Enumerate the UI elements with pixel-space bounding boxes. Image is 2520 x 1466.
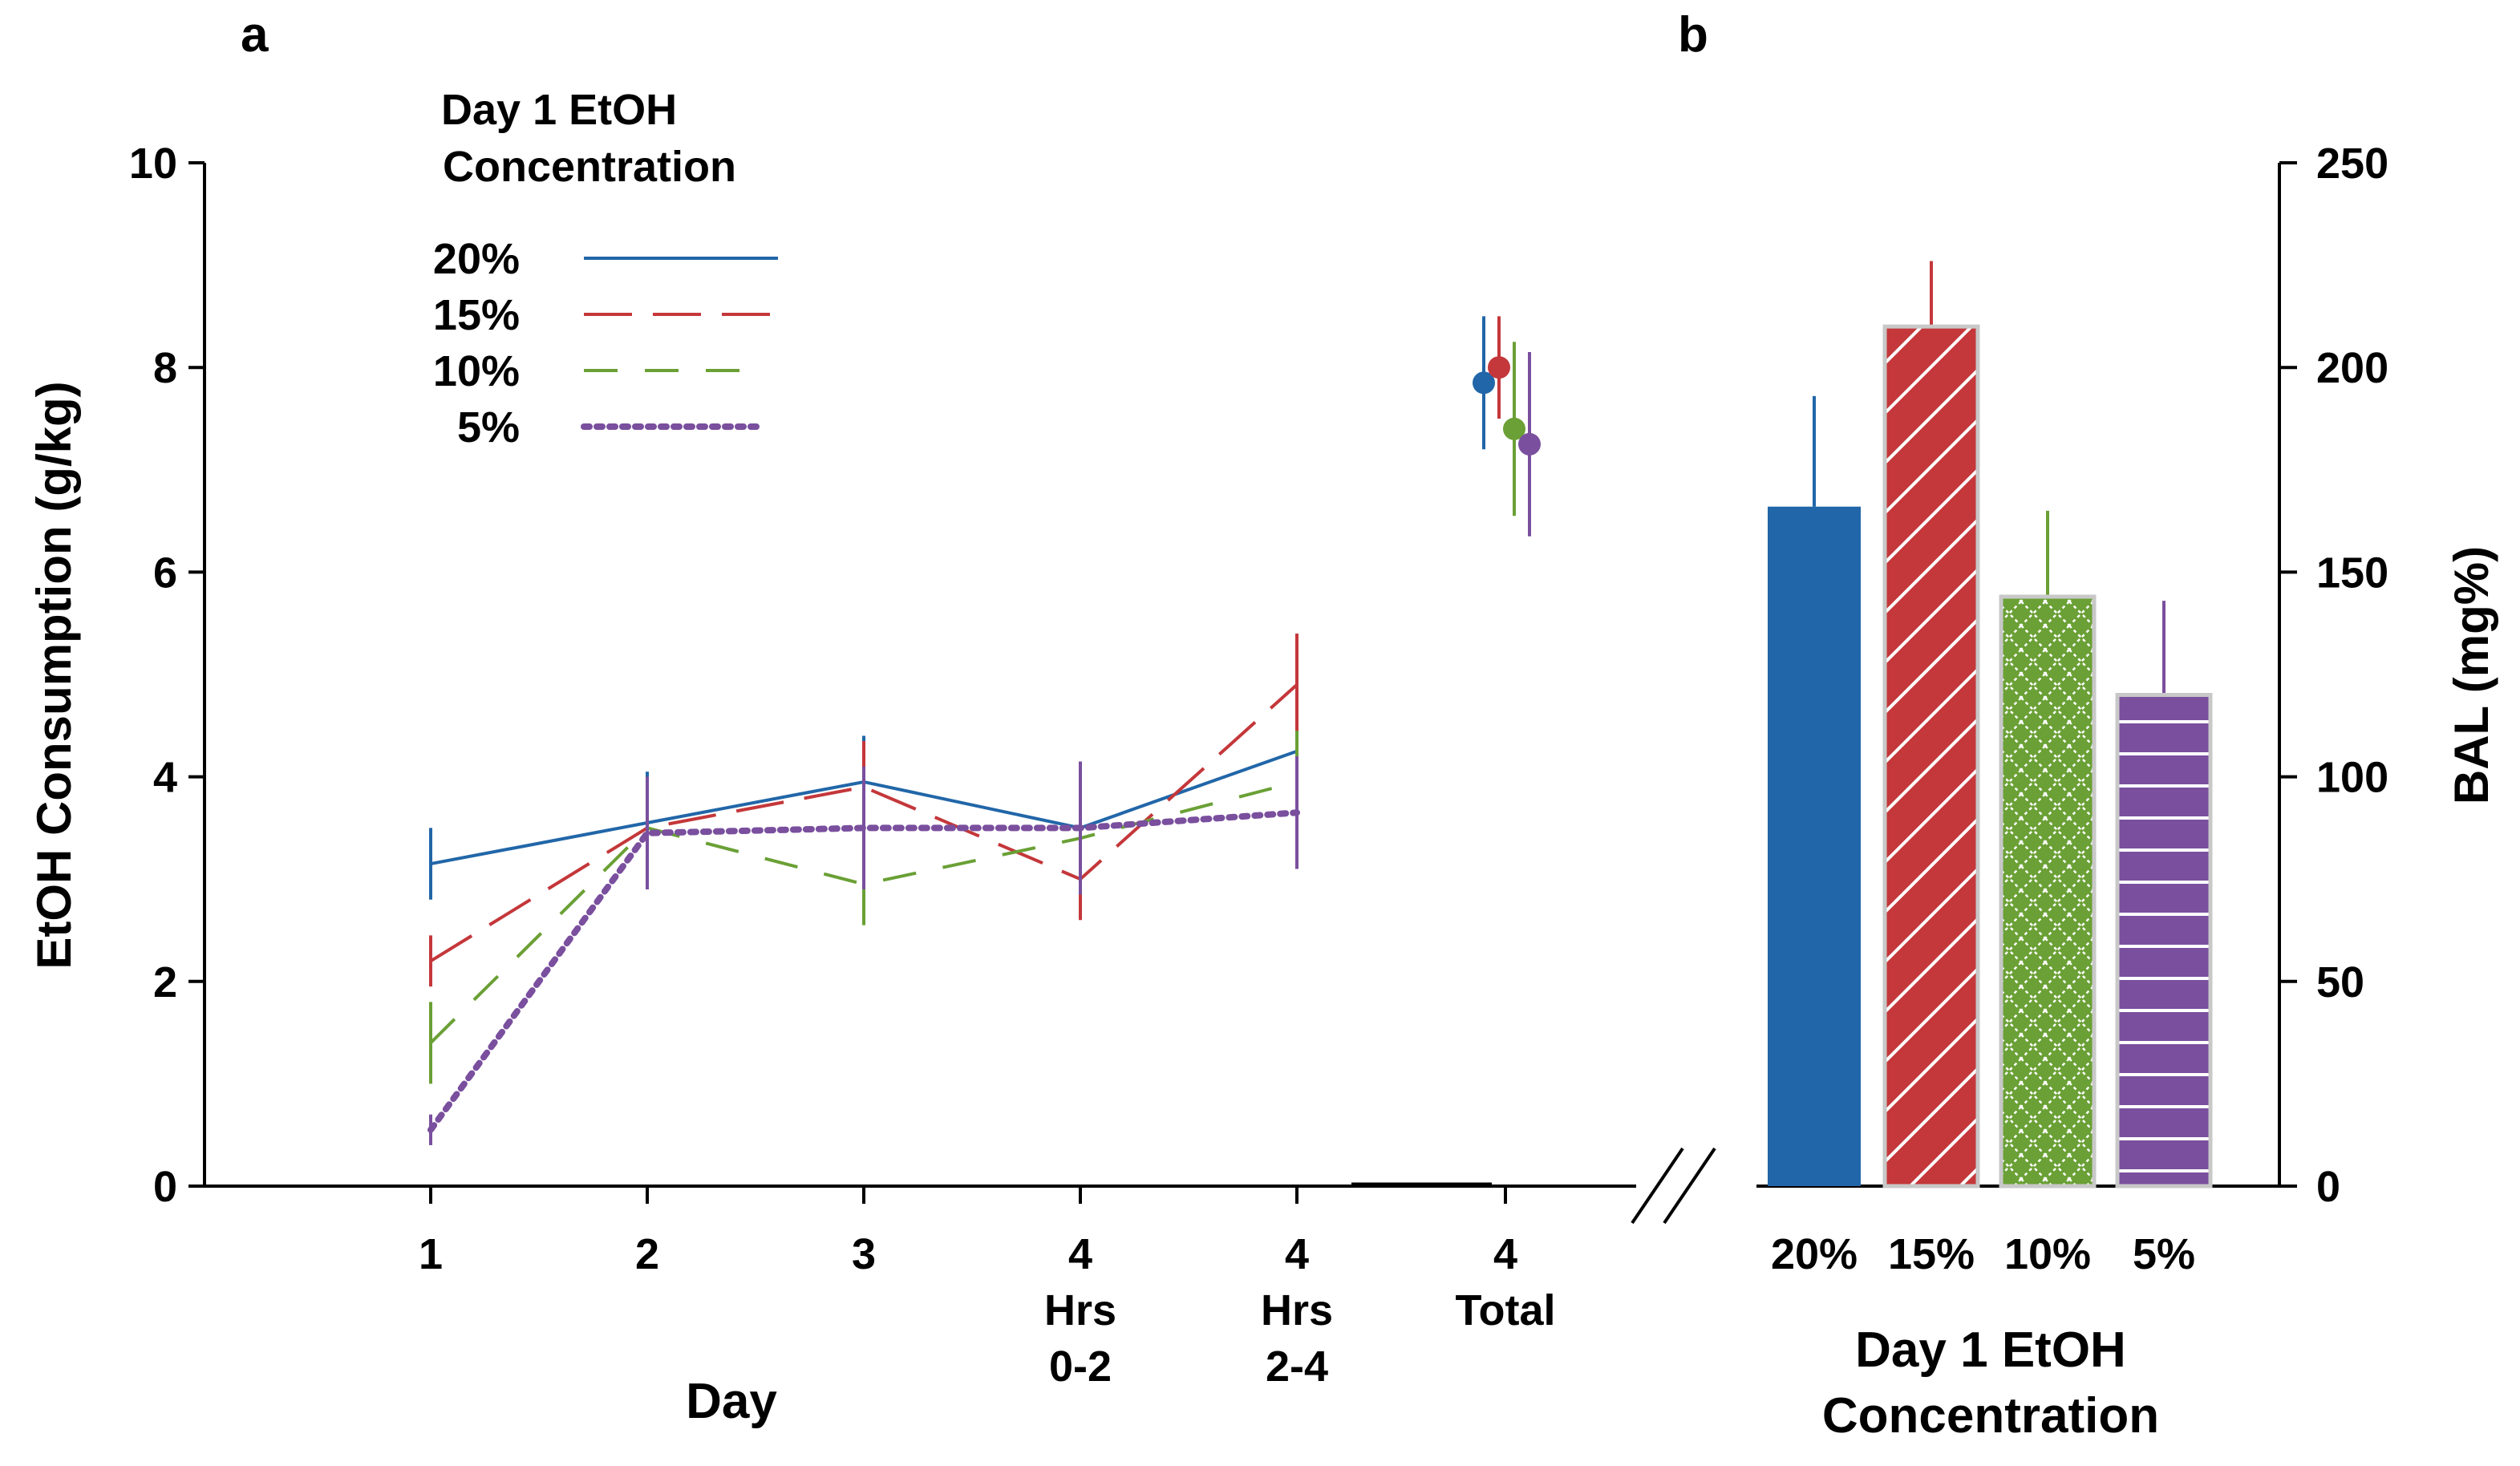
bar-15% <box>1882 324 1980 1189</box>
bar-20% <box>1768 506 1861 1186</box>
x-tick-label: 0-2 <box>1049 1342 1112 1391</box>
y-tick-label: 8 <box>153 344 177 392</box>
x-tick-label: Hrs <box>1044 1286 1116 1334</box>
panel-a-label: a <box>241 7 269 63</box>
legend-label: 20% <box>433 235 520 283</box>
series-line-15% <box>429 683 1298 962</box>
y-axis-title: EtOH Consumption (g/kg) <box>27 381 81 969</box>
legend-label: 10% <box>433 347 520 395</box>
y-axis-title-right: BAL (mg%) <box>2445 546 2498 804</box>
bar-category-label: 20% <box>1771 1230 1858 1278</box>
y-tick-label: 2 <box>153 958 177 1006</box>
legend-title-line: Day 1 EtOH <box>441 86 677 134</box>
total-point-15% <box>1488 356 1510 379</box>
x-tick-label: Total <box>1456 1286 1556 1334</box>
x-tick-label: 1 <box>419 1230 443 1278</box>
y-tick-label-right: 150 <box>2316 549 2388 597</box>
y-tick-label: 0 <box>153 1163 177 1211</box>
bar-category-label: 10% <box>2004 1230 2091 1278</box>
y-tick-label: 10 <box>129 140 177 188</box>
total-point-10% <box>1503 417 1525 440</box>
y-tick-label: 4 <box>153 754 177 802</box>
x-tick-label: 4 <box>1068 1230 1092 1278</box>
x-axis-title-right-line: Concentration <box>1822 1388 2159 1444</box>
series-line-10% <box>429 780 1298 1044</box>
bar-5% <box>2115 693 2213 1189</box>
y-tick-label-right: 50 <box>2316 958 2364 1006</box>
x-tick-label: 2 <box>635 1230 659 1278</box>
y-tick-label-right: 100 <box>2316 754 2388 802</box>
legend-label: 5% <box>457 403 520 452</box>
x-tick-label: 4 <box>1285 1230 1309 1278</box>
bar-category-label: 5% <box>2133 1230 2195 1278</box>
y-tick-label-right: 200 <box>2316 344 2388 392</box>
axis-break-mark <box>1631 1147 1684 1225</box>
legend-title-line: Concentration <box>443 143 736 191</box>
x-tick-label: Hrs <box>1261 1286 1333 1334</box>
x-tick-label: 3 <box>852 1230 876 1278</box>
y-tick-label-right: 0 <box>2316 1163 2340 1211</box>
axis-break-mark <box>1663 1147 1716 1225</box>
y-tick-label: 6 <box>153 549 177 597</box>
panel-b-bar-chart: 0 50 100 150 200 250 20% 15% 10% 5% BAL (mg%) Day 1… <box>1756 140 2498 1444</box>
legend-label: 15% <box>433 291 520 339</box>
total-point-20% <box>1473 371 1495 395</box>
x-tick-label: 2-4 <box>1266 1342 1328 1391</box>
y-tick-label-right: 250 <box>2316 140 2388 188</box>
x-tick-label: 4 <box>1493 1230 1517 1278</box>
bar-10% <box>1999 594 2097 1189</box>
x-axis-title: Day <box>686 1374 777 1429</box>
bar-category-label: 15% <box>1888 1230 1975 1278</box>
x-axis-title-right-line: Day 1 EtOH <box>1855 1322 2126 1378</box>
total-point-5% <box>1518 432 1541 456</box>
panel-b-label: b <box>1678 7 1708 63</box>
